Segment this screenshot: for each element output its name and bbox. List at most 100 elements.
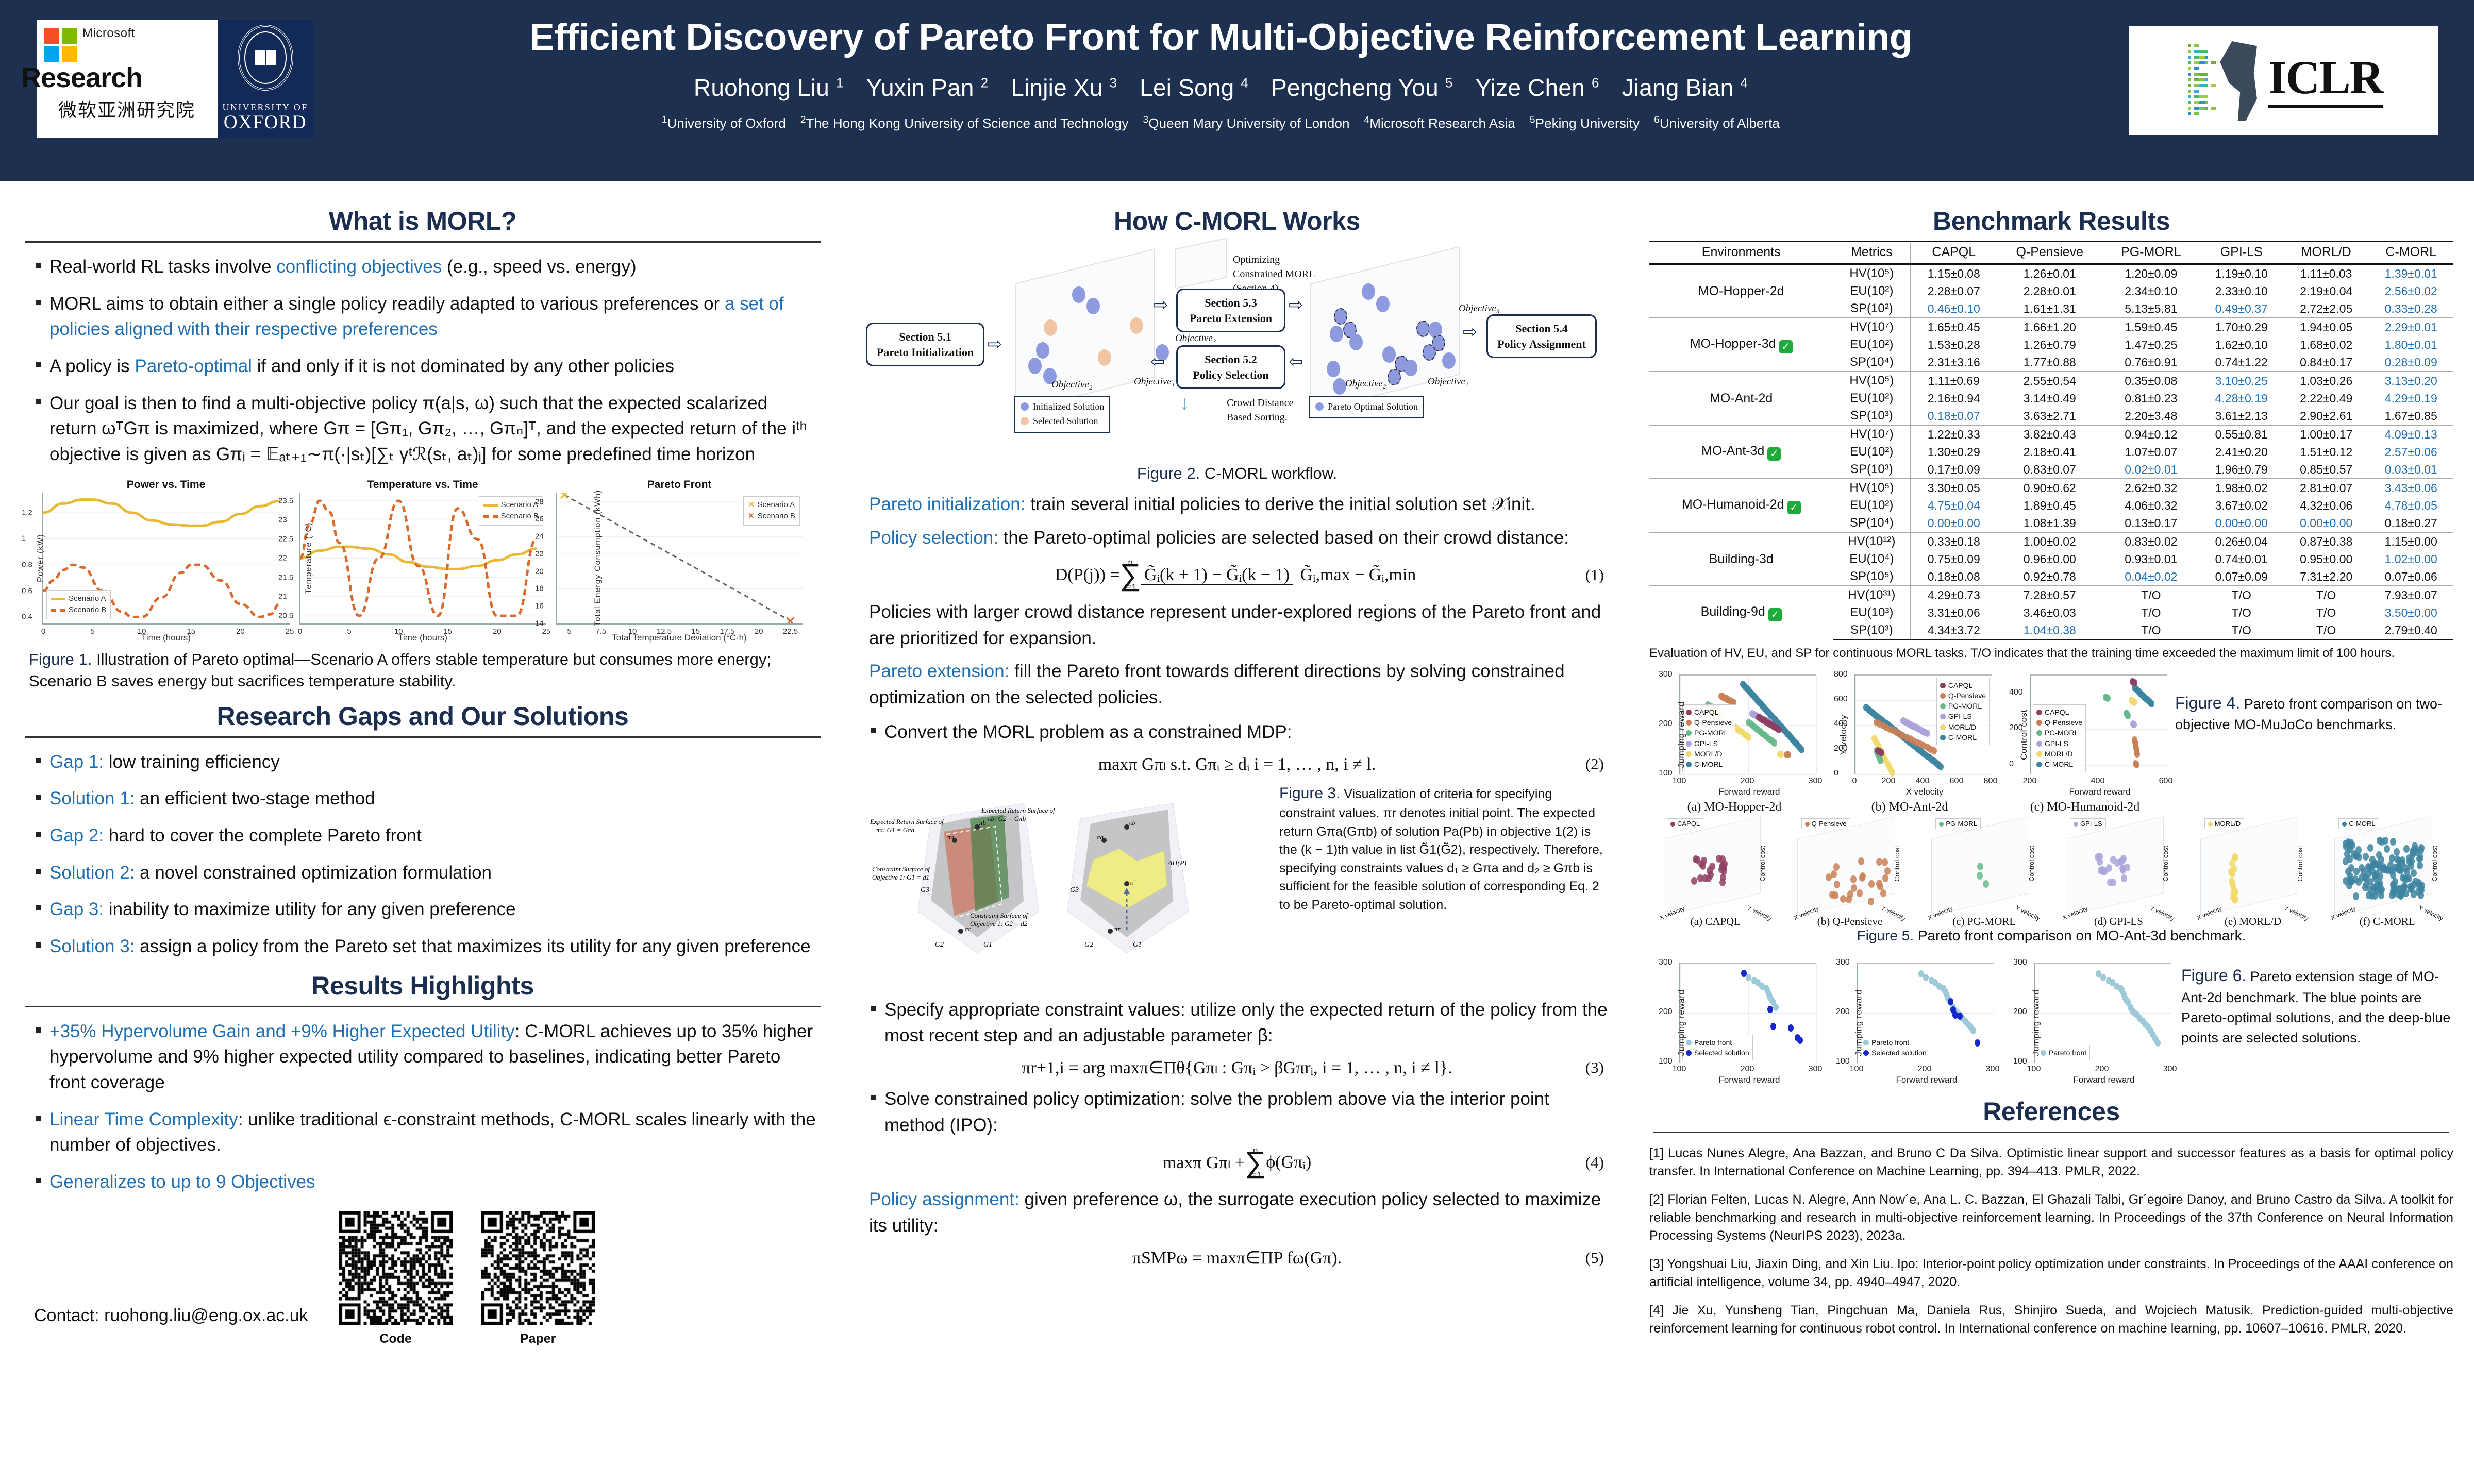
section-heading-benchmark: Benchmark Results — [1649, 206, 2453, 236]
data-point — [2105, 695, 2111, 702]
table-cell-value: 0.33±0.28 — [2368, 300, 2453, 318]
eq1-fraction: G̃ᵢ(k + 1) − G̃ᵢ(k − 1) G̃ᵢ,max − G̃ᵢ,mi… — [1141, 565, 1419, 585]
table-cell-value: 0.83±0.02 — [2103, 532, 2199, 550]
eq3-body: πr+1,i = arg maxπ∈Πθ{Gπₗ : Gπᵢ > βGπrᵢ, … — [1022, 1057, 1452, 1078]
table-cell-value: 1.59±0.45 — [2103, 318, 2199, 336]
y-tick: 0 — [2009, 760, 2014, 769]
para-crowd-distance: Policies with larger crowd distance repr… — [866, 599, 1608, 652]
list-item: MORL aims to obtain either a single poli… — [34, 291, 817, 342]
z-axis-label: Control cost — [1893, 846, 1901, 881]
figure2-caption: Figure 2. C-MORL workflow. — [866, 463, 1608, 484]
x-tick: 100 — [1850, 1065, 1864, 1074]
table-column-header: CAPQL — [1911, 242, 1996, 264]
table-cell-metric: SP(10⁴) — [1833, 514, 1911, 532]
x-tick: 20 — [755, 627, 763, 636]
table-cell-value: 0.85±0.57 — [2284, 461, 2369, 479]
svg-text:G2: G2 — [1084, 941, 1093, 949]
x-tick: 25 — [286, 627, 294, 636]
table-cell-value: 4.29±0.73 — [1911, 586, 1996, 604]
y-tick: 0.4 — [22, 613, 32, 621]
figure2-workflow: Section 5.1 Pareto Initialization ⇨ Objec… — [866, 241, 1608, 458]
data-point — [2100, 974, 2106, 981]
axis-label-objective2: Objective₂ — [1051, 379, 1092, 391]
x-tick: 100 — [1673, 777, 1686, 786]
qr-image-code[interactable] — [339, 1211, 453, 1325]
table-cell-value: 1.51±0.12 — [2284, 443, 2369, 461]
svg-text:G3: G3 — [1070, 886, 1079, 894]
author-name: Lei Song 4 — [1140, 74, 1248, 101]
table-cell-value: 3.43±0.06 — [2368, 479, 2453, 497]
microsoft-squares-icon — [44, 28, 77, 62]
figure4-label: Figure 4. — [2175, 694, 2240, 712]
y-axis-label: Jumping reward — [1677, 701, 1687, 768]
figure3-illustration: Expected Return Surface of πa: G1 = Gπa … — [869, 783, 1271, 989]
qr-image-paper[interactable] — [481, 1211, 595, 1325]
plot-area: Pareto front — [2034, 963, 2171, 1063]
data-point — [2408, 885, 2414, 893]
y-tick: 400 — [2009, 688, 2023, 697]
eq1-lhs: D(P(j)) = — [1055, 565, 1120, 585]
table-cell-value: 0.04±0.02 — [2103, 568, 2199, 586]
para-policy-assignment: Policy assignment: given preference ω, t… — [866, 1187, 1608, 1239]
para-pareto-extension: Pareto extension: fill the Pareto front … — [866, 659, 1608, 711]
table-head: Environments Metrics CAPQL Q-Pensieve PG-MOR… — [1649, 242, 2453, 264]
chart-fig6-panel2: Pareto front Selected solution Jumping re… — [1827, 958, 1997, 1087]
table-column-header: GPI-LS — [2199, 242, 2284, 264]
data-point — [1868, 880, 1875, 888]
table-cell-value: T/O — [2199, 621, 2284, 640]
check-icon: ✓ — [1787, 501, 1801, 514]
data-point — [2366, 891, 2372, 899]
figure1-text: Illustration of Pareto optimal—Scenario … — [29, 650, 771, 690]
plot-area: Power (kW) Scenario A Scenario B 0.4 0.6 0… — [42, 493, 290, 625]
x-axis-label: X velocity — [1854, 787, 1995, 797]
author-name: Yize Chen 6 — [1476, 74, 1599, 101]
x-tick: 5 — [347, 627, 351, 636]
table-cell-value: 0.46±0.10 — [1911, 300, 1996, 318]
morl-bullet-list: Real-world RL tasks involve conflicting … — [21, 254, 825, 467]
table-cell-metric: HV(10⁷) — [1833, 425, 1911, 443]
data-point — [2120, 855, 2127, 863]
figure5-subcaption: (c) PG-MORL — [1918, 915, 2050, 928]
legend-item: Pareto front — [2041, 1048, 2086, 1058]
data-point — [2134, 751, 2140, 758]
figure5-caption: Figure 5. Pareto front comparison on MO-… — [1649, 926, 2453, 946]
chart-legend: Scenario A Scenario B — [479, 496, 543, 526]
table-cell-value: 0.95±0.00 — [2284, 550, 2369, 568]
summation-icon: n ∑ i=1 — [1120, 559, 1141, 591]
table-cell-metric: SP(10³) — [1833, 621, 1911, 640]
data-point — [2149, 700, 2154, 707]
table-cell-value: 0.17±0.09 — [1911, 461, 1996, 479]
list-item: Gap 3: inability to maximize utility for… — [34, 897, 817, 922]
divider — [25, 1006, 821, 1007]
chart-3d-undefined: C-MORL Control cost X velocity Y velocit… — [2321, 819, 2453, 925]
x-axis-label: Time (hours) — [299, 633, 546, 643]
table-row: MO-Humanoid-2d ✓ HV(10⁵) 3.30±0.05 0.90±0.62… — [1649, 479, 2453, 497]
table-cell-value: 2.16±0.94 — [1911, 390, 1996, 407]
table-cell-value: 2.55±0.54 — [1996, 372, 2103, 390]
x-tick: 0 — [1852, 777, 1857, 786]
table-cell-metric: SP(10²) — [1833, 300, 1911, 318]
data-point — [1977, 863, 1983, 870]
gridline — [1855, 676, 1856, 774]
reference-item: [3] Yongshuai Liu, Jiaxin Ding, and Xin … — [1649, 1255, 2453, 1291]
eq2-body: maxπ Gπₗ s.t. Gπᵢ ≥ dᵢ i = 1, … , n, i ≠… — [1098, 754, 1376, 774]
list-item: +35% Hypervolume Gain and +9% Higher Exp… — [34, 1019, 817, 1095]
x-tick: 15 — [443, 627, 452, 636]
x-tick: 15 — [187, 627, 195, 636]
y-tick: 26 — [535, 515, 544, 524]
qr-code-paper[interactable]: Paper — [481, 1211, 595, 1346]
legend-item: PG-MORL — [1686, 728, 1732, 738]
author-list: Ruohong Liu 1 Yuxin Pan 2 Linjie Xu 3 Lei S… — [313, 74, 2129, 102]
data-point — [2110, 856, 2116, 864]
y-tick: 20 — [535, 567, 544, 576]
table-cell-value: 0.35±0.08 — [2103, 372, 2199, 390]
qr-code-code[interactable]: Code — [339, 1211, 453, 1346]
y-tick: 22 — [278, 554, 287, 563]
legend-item: MORL/D — [1686, 749, 1732, 759]
table-cell-value: 1.07±0.07 — [2103, 443, 2199, 461]
table-cell-value: 1.26±0.79 — [1996, 336, 2103, 353]
legend-item: Pareto front — [1863, 1037, 1927, 1048]
table-cell-value: 0.07±0.06 — [2368, 568, 2453, 586]
column-right: Benchmark Results Environments Metrics CAP… — [1629, 181, 2474, 1484]
table-cell-value: 1.66±1.20 — [1996, 318, 2103, 336]
